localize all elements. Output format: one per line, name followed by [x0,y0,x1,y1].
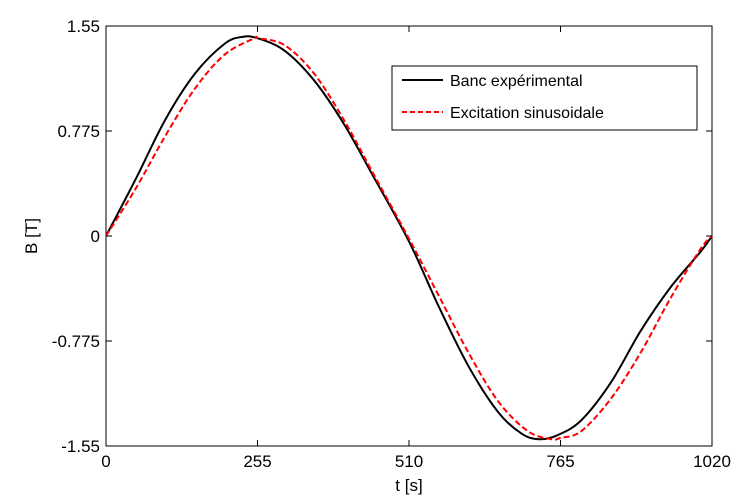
series-layer [105,35,713,441]
y-tick-label: 1.55 [67,17,100,36]
y-tick-label: 0.775 [57,122,100,141]
x-tick-label: 0 [101,452,110,471]
legend-label-excitation-sinusoidale: Excitation sinusoidale [450,105,604,122]
x-axis-title: t [s] [395,476,422,495]
series-line-excitation-sinusoidale [105,35,713,441]
y-tick-label: -0.775 [52,332,100,351]
x-tick-label: 765 [546,452,574,471]
x-tick-label: 510 [395,452,423,471]
tick-labels-layer: 0 255 510 765 1020 1.55 0.775 0 -0.775 -1.55 [52,17,731,471]
ticks-layer [105,25,713,447]
series-line-banc-experimental [105,35,713,441]
y-tick-label: -1.55 [61,437,100,456]
x-tick-label: 1020 [693,452,731,471]
legend: Banc expérimental Excitation sinusoidale [391,65,698,131]
y-axis-title: B [T] [22,218,41,254]
legend-label-banc-experimental: Banc expérimental [450,73,583,90]
y-tick-label: 0 [91,227,100,246]
x-tick-label: 255 [243,452,271,471]
legend-box [391,65,698,131]
